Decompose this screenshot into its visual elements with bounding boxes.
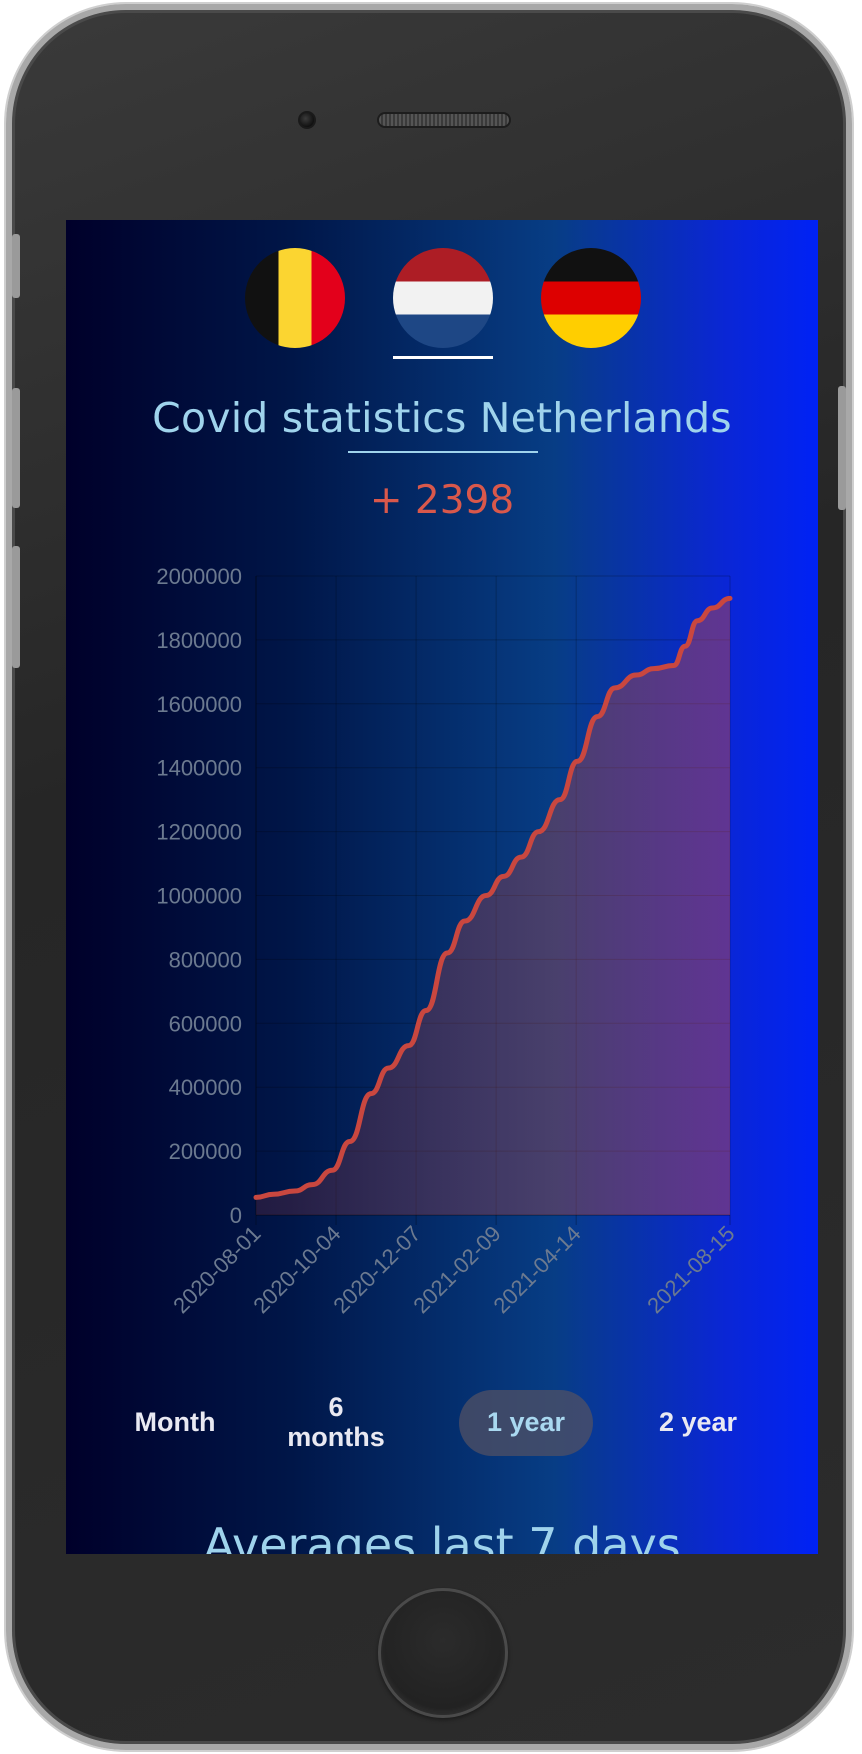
y-tick-label: 0 [230, 1203, 242, 1228]
mute-switch [12, 234, 20, 298]
series-line [253, 595, 733, 1200]
country-tabs [66, 248, 818, 359]
active-country-indicator [393, 356, 493, 359]
y-tick-label: 600000 [169, 1011, 242, 1036]
cases-chart: 0 200000 400000 600000 800000 1000000 1200000 1… [156, 564, 739, 1318]
front-camera [298, 111, 316, 129]
germany-flag-icon[interactable] [541, 248, 641, 348]
netherlands-flag-icon[interactable] [393, 248, 493, 348]
range-1-year-button[interactable]: 1 year [459, 1390, 593, 1456]
phone-frame: Covid statistics Netherlands + 2398 0 200… [6, 4, 852, 1750]
page-title: Covid statistics Netherlands [152, 394, 732, 442]
range-2-year-button[interactable]: 2 year [628, 1390, 768, 1456]
x-tick-label: 2021-04-14 [488, 1221, 585, 1318]
x-tick-label: 2021-08-15 [642, 1221, 739, 1318]
app-screen: Covid statistics Netherlands + 2398 0 200… [66, 220, 818, 1554]
range-month-button[interactable]: Month [110, 1390, 240, 1456]
volume-up-button [12, 388, 20, 508]
y-tick-label: 200000 [169, 1139, 242, 1164]
home-button [378, 1588, 508, 1718]
y-tick-label: 1200000 [156, 820, 242, 845]
range-6-months-label-line2: months [287, 1422, 385, 1452]
averages-heading: Averages last 7 days [203, 1518, 681, 1554]
new-cases-delta: + 2398 [369, 478, 515, 523]
y-tick-label: 1400000 [156, 756, 242, 781]
y-tick-label: 2000000 [156, 564, 242, 589]
series-area [256, 598, 730, 1215]
belgium-flag-icon[interactable] [245, 248, 345, 348]
y-tick-label: 1800000 [156, 628, 242, 653]
range-6-months-button[interactable]: 6 months [266, 1390, 406, 1456]
range-selector: Month 6 months 1 year 2 year [66, 1390, 818, 1460]
earpiece-speaker [377, 112, 511, 128]
range-6-months-label-line1: 6 [328, 1392, 344, 1423]
y-tick-label: 1000000 [156, 884, 242, 909]
range-1-year-label: 1 year [486, 1407, 566, 1438]
range-6-months-label: 6 months [287, 1392, 385, 1452]
volume-down-button [12, 546, 20, 668]
y-tick-label: 400000 [169, 1075, 242, 1100]
y-tick-label: 800000 [169, 947, 242, 972]
range-month-label: Month [134, 1407, 216, 1438]
range-2-year-label: 2 year [658, 1407, 738, 1438]
power-button [838, 386, 846, 510]
y-tick-label: 1600000 [156, 692, 242, 717]
title-underline [348, 451, 538, 453]
